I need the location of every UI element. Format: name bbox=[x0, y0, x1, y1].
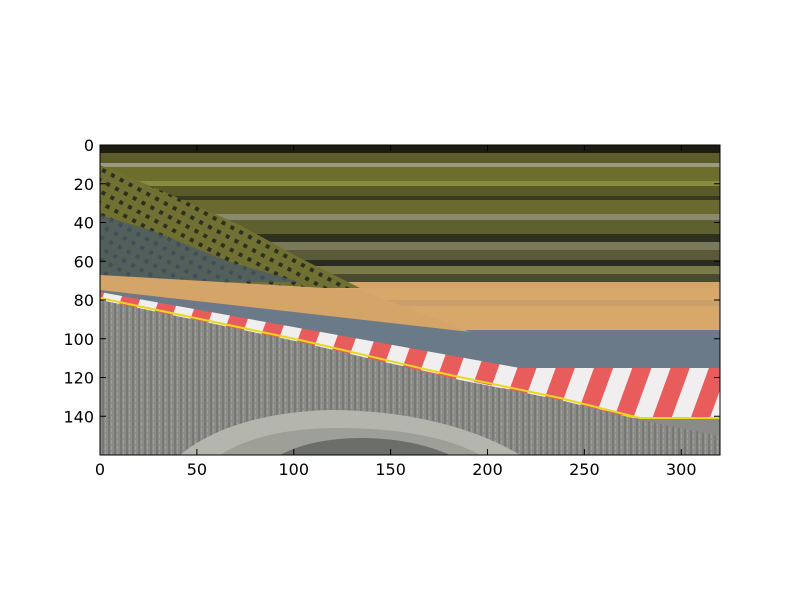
x-tick-label: 150 bbox=[375, 460, 406, 479]
y-tick-label: 60 bbox=[74, 252, 94, 271]
y-axis: 0 20 40 60 80 100 120 140 bbox=[63, 136, 720, 426]
y-tick-label: 120 bbox=[63, 369, 94, 388]
x-tick-label: 100 bbox=[278, 460, 309, 479]
x-tick-label: 200 bbox=[472, 460, 503, 479]
x-tick-label: 0 bbox=[95, 460, 105, 479]
x-tick-label: 50 bbox=[187, 460, 207, 479]
y-tick-label: 140 bbox=[63, 407, 94, 426]
x-tick-label: 250 bbox=[569, 460, 600, 479]
road-image bbox=[100, 145, 720, 455]
y-tick-label: 100 bbox=[63, 330, 94, 349]
y-tick-label: 80 bbox=[74, 291, 94, 310]
y-tick-label: 0 bbox=[84, 136, 94, 155]
x-tick-label: 300 bbox=[666, 460, 697, 479]
y-tick-label: 40 bbox=[74, 214, 94, 233]
y-tick-label: 20 bbox=[74, 175, 94, 194]
x-axis: 0 50 100 150 200 250 300 bbox=[95, 145, 697, 479]
